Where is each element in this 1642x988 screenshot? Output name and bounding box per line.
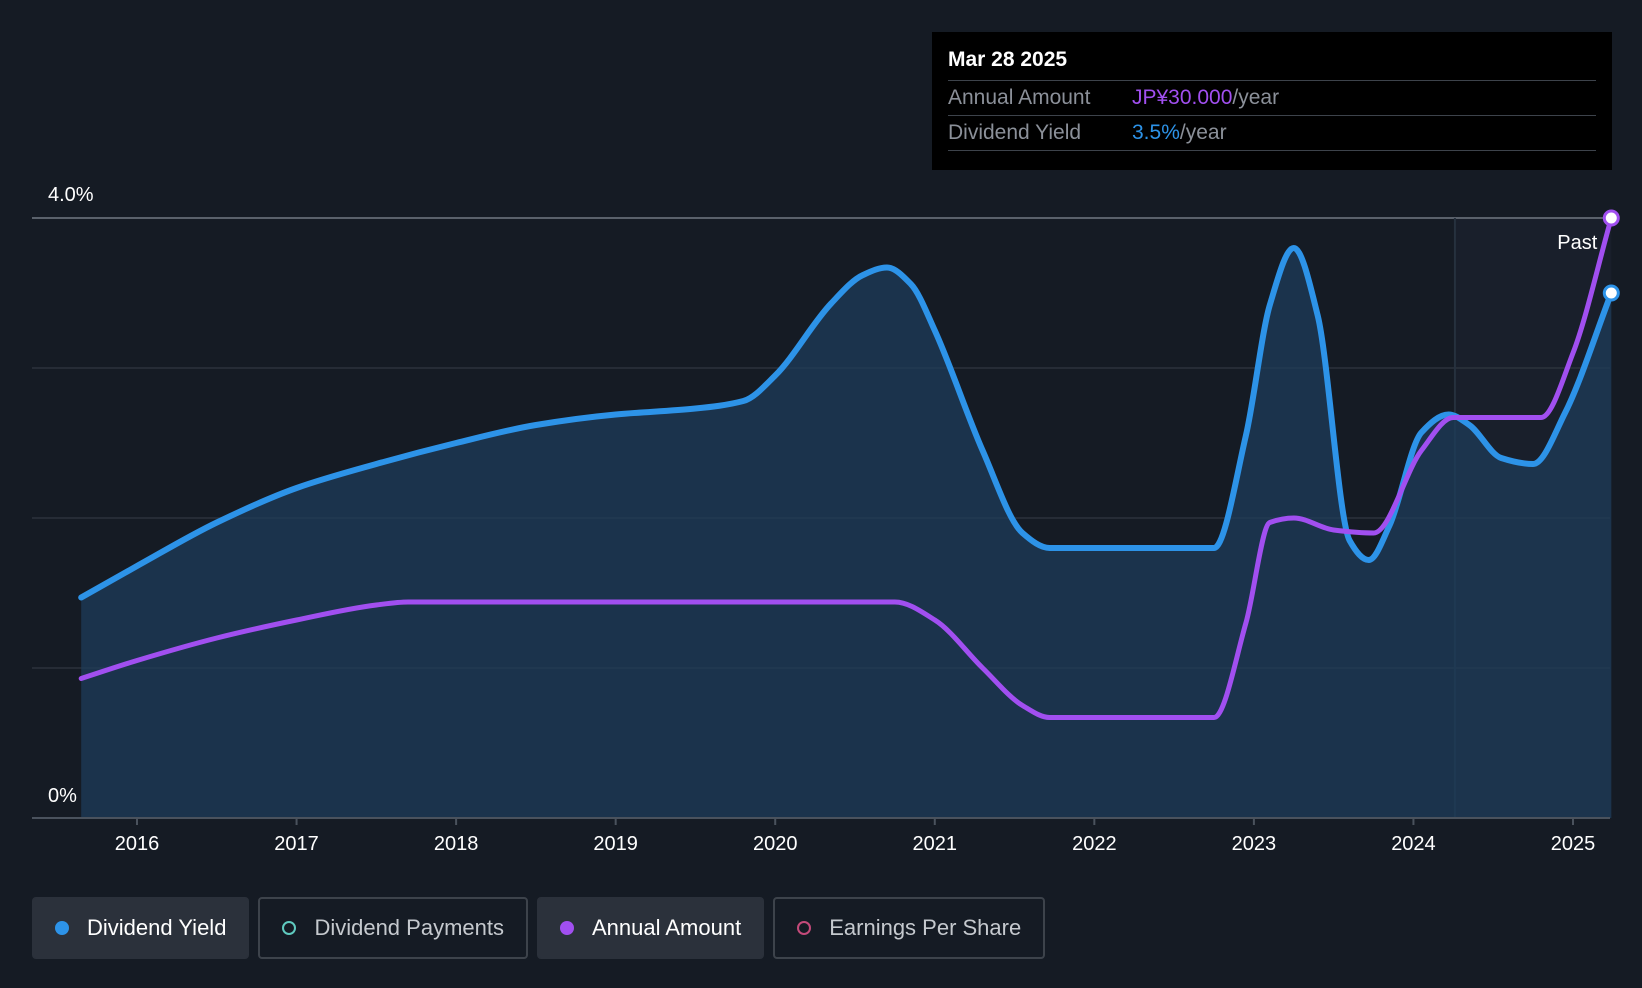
x-tick-label: 2017 <box>274 833 319 855</box>
annual-amount-end-marker[interactable] <box>1602 209 1620 227</box>
past-label: Past <box>1557 232 1597 254</box>
tooltip-row-annual-amount: Annual Amount JP¥30.000 /year <box>948 81 1596 116</box>
x-tick-label: 2021 <box>913 833 958 855</box>
tooltip-label: Dividend Yield <box>948 121 1082 144</box>
tooltip: Mar 28 2025 Annual Amount JP¥30.000 /yea… <box>932 32 1612 170</box>
dividend-yield-line <box>78 245 1615 601</box>
y-tick-label-bottom: 0% <box>48 785 77 807</box>
dividend-yield-area <box>81 248 1612 818</box>
legend-label: Annual Amount <box>591 915 742 940</box>
dividend-yield-end-marker[interactable] <box>1602 284 1620 302</box>
tooltip-value: JP¥30.000 <box>1132 86 1233 109</box>
y-tick-label-top: 4.0% <box>48 184 94 206</box>
x-tick-label: 2022 <box>1072 833 1117 855</box>
tooltip-value: 3.5% <box>1132 121 1180 144</box>
x-tick-label: 2019 <box>593 833 638 855</box>
legend-dividend-payments[interactable]: Dividend Payments <box>258 897 528 959</box>
legend-label: Dividend Payments <box>314 915 504 940</box>
x-tick-label: 2025 <box>1551 833 1596 855</box>
tooltip-date: Mar 28 2025 <box>948 46 1596 81</box>
tooltip-unit: /year <box>1232 86 1280 109</box>
hollow-dot-icon <box>282 921 297 935</box>
filled-dot-icon <box>55 921 69 935</box>
tooltip-unit: /year <box>1179 121 1227 144</box>
legend-label: Earnings Per Share <box>829 915 1022 940</box>
legend-annual-amount[interactable]: Annual Amount <box>536 897 765 959</box>
legend-earnings-per-share[interactable]: Earnings Per Share <box>773 897 1046 959</box>
x-ticks: 2016 2017 2018 2019 2020 2021 2022 2023 2024 2025 <box>115 818 1596 855</box>
hollow-dot-icon <box>797 921 812 935</box>
x-tick-label: 2016 <box>115 833 160 855</box>
legend-label: Dividend Yield <box>87 915 227 940</box>
x-tick-label: 2020 <box>753 833 798 855</box>
filled-dot-icon <box>559 921 574 935</box>
tooltip-row-dividend-yield: Dividend Yield 3.5% /year <box>948 116 1596 151</box>
x-tick-label: 2018 <box>434 833 479 855</box>
annual-amount-line <box>78 215 1614 720</box>
legend-dividend-yield[interactable]: Dividend Yield <box>32 897 250 959</box>
x-tick-label: 2023 <box>1232 833 1277 855</box>
tooltip-label: Annual Amount <box>948 86 1091 109</box>
x-tick-label: 2024 <box>1391 833 1436 855</box>
legend: Dividend Yield Dividend Payments Annual … <box>32 897 1046 959</box>
